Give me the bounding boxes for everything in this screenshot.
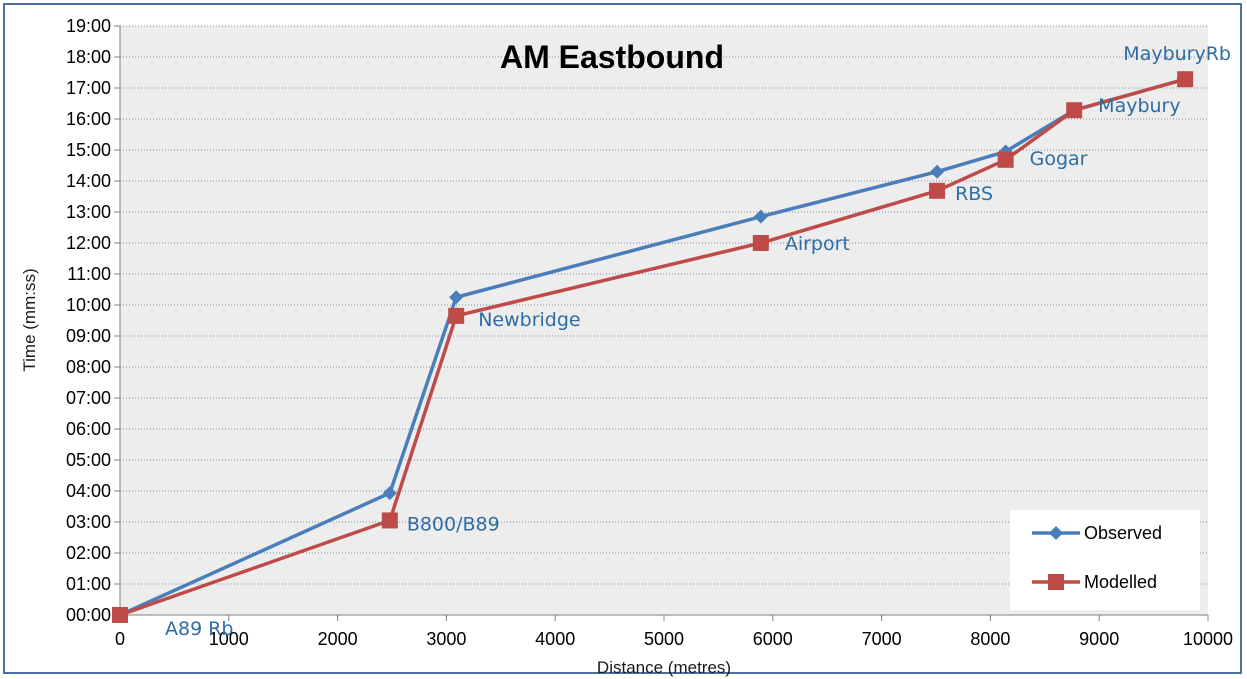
series [112, 71, 1194, 623]
point-label: A89 Rb [165, 618, 233, 640]
modelled-point [997, 151, 1014, 168]
legend: Observed Modelled [1010, 510, 1200, 610]
y-tick-label: 00:00 [66, 605, 111, 625]
observed-point [930, 164, 945, 179]
legend-modelled-marker [1048, 574, 1064, 590]
y-tick-label: 08:00 [66, 357, 111, 377]
modelled-series-line [119, 77, 1186, 617]
legend-modelled-label: Modelled [1084, 572, 1157, 592]
x-tick-label: 9000 [1079, 629, 1119, 649]
observed-point [449, 290, 464, 305]
point-label: Airport [785, 233, 850, 255]
y-tick-label: 15:00 [66, 140, 111, 160]
point-label: B800/B89 [407, 513, 500, 535]
x-tick-label: 10000 [1183, 629, 1233, 649]
y-tick-label: 18:00 [66, 47, 111, 67]
modelled-point [112, 607, 128, 623]
y-tick-label: 01:00 [66, 574, 111, 594]
axes: 00:00 01:00 02:00 03:00 04:00 05:00 06:00 07:00… [66, 16, 1233, 649]
chart-title: AM Eastbound [500, 39, 724, 75]
legend-observed-marker [1049, 526, 1063, 540]
x-tick-label: 5000 [644, 629, 684, 649]
modelled-point [448, 307, 465, 324]
y-tick-label: 02:00 [66, 543, 111, 563]
modelled-point [381, 512, 398, 529]
y-tick-label: 12:00 [66, 233, 111, 253]
y-tick-label: 07:00 [66, 388, 111, 408]
y-tick-label: 03:00 [66, 512, 111, 532]
modelled-point [929, 182, 946, 199]
x-axis-title: Distance (metres) [597, 658, 731, 677]
x-tick-label: 7000 [862, 629, 902, 649]
y-tick-label: 05:00 [66, 450, 111, 470]
x-tick-label: 0 [115, 629, 125, 649]
y-tick-label: 13:00 [66, 202, 111, 222]
y-axis-title: Time (mm:ss) [20, 268, 39, 371]
observed-point [382, 486, 397, 501]
legend-observed-label: Observed [1084, 523, 1162, 543]
point-label: Gogar [1030, 148, 1088, 170]
x-tick-label: 3000 [426, 629, 466, 649]
point-labels: A89 Rb B800/B89 Newbridge Airport RBS Gogar Ma… [165, 43, 1231, 640]
y-tick-label: 16:00 [66, 109, 111, 129]
gridlines [120, 25, 1208, 585]
x-tick-label: 4000 [535, 629, 575, 649]
point-label: MayburyRb [1123, 43, 1231, 65]
x-tick-label: 6000 [753, 629, 793, 649]
legend-box [1010, 510, 1200, 610]
x-tick-label: 2000 [318, 629, 358, 649]
y-tick-label: 04:00 [66, 481, 111, 501]
modelled-point [1177, 71, 1194, 88]
y-tick-label: 17:00 [66, 78, 111, 98]
y-tick-label: 10:00 [66, 295, 111, 315]
modelled-point [1066, 102, 1083, 119]
x-tick-label: 1000 [209, 629, 249, 649]
observed-point [753, 209, 768, 224]
y-tick-label: 06:00 [66, 419, 111, 439]
point-label: Newbridge [478, 309, 580, 331]
y-tick-label: 11:00 [67, 264, 111, 284]
x-tick-label: 8000 [970, 629, 1010, 649]
point-label: RBS [955, 183, 993, 205]
y-tick-label: 09:00 [66, 326, 111, 346]
modelled-point [752, 235, 769, 251]
y-tick-label: 14:00 [66, 171, 111, 191]
point-label: Maybury [1098, 95, 1180, 117]
y-tick-label: 19:00 [66, 16, 111, 36]
